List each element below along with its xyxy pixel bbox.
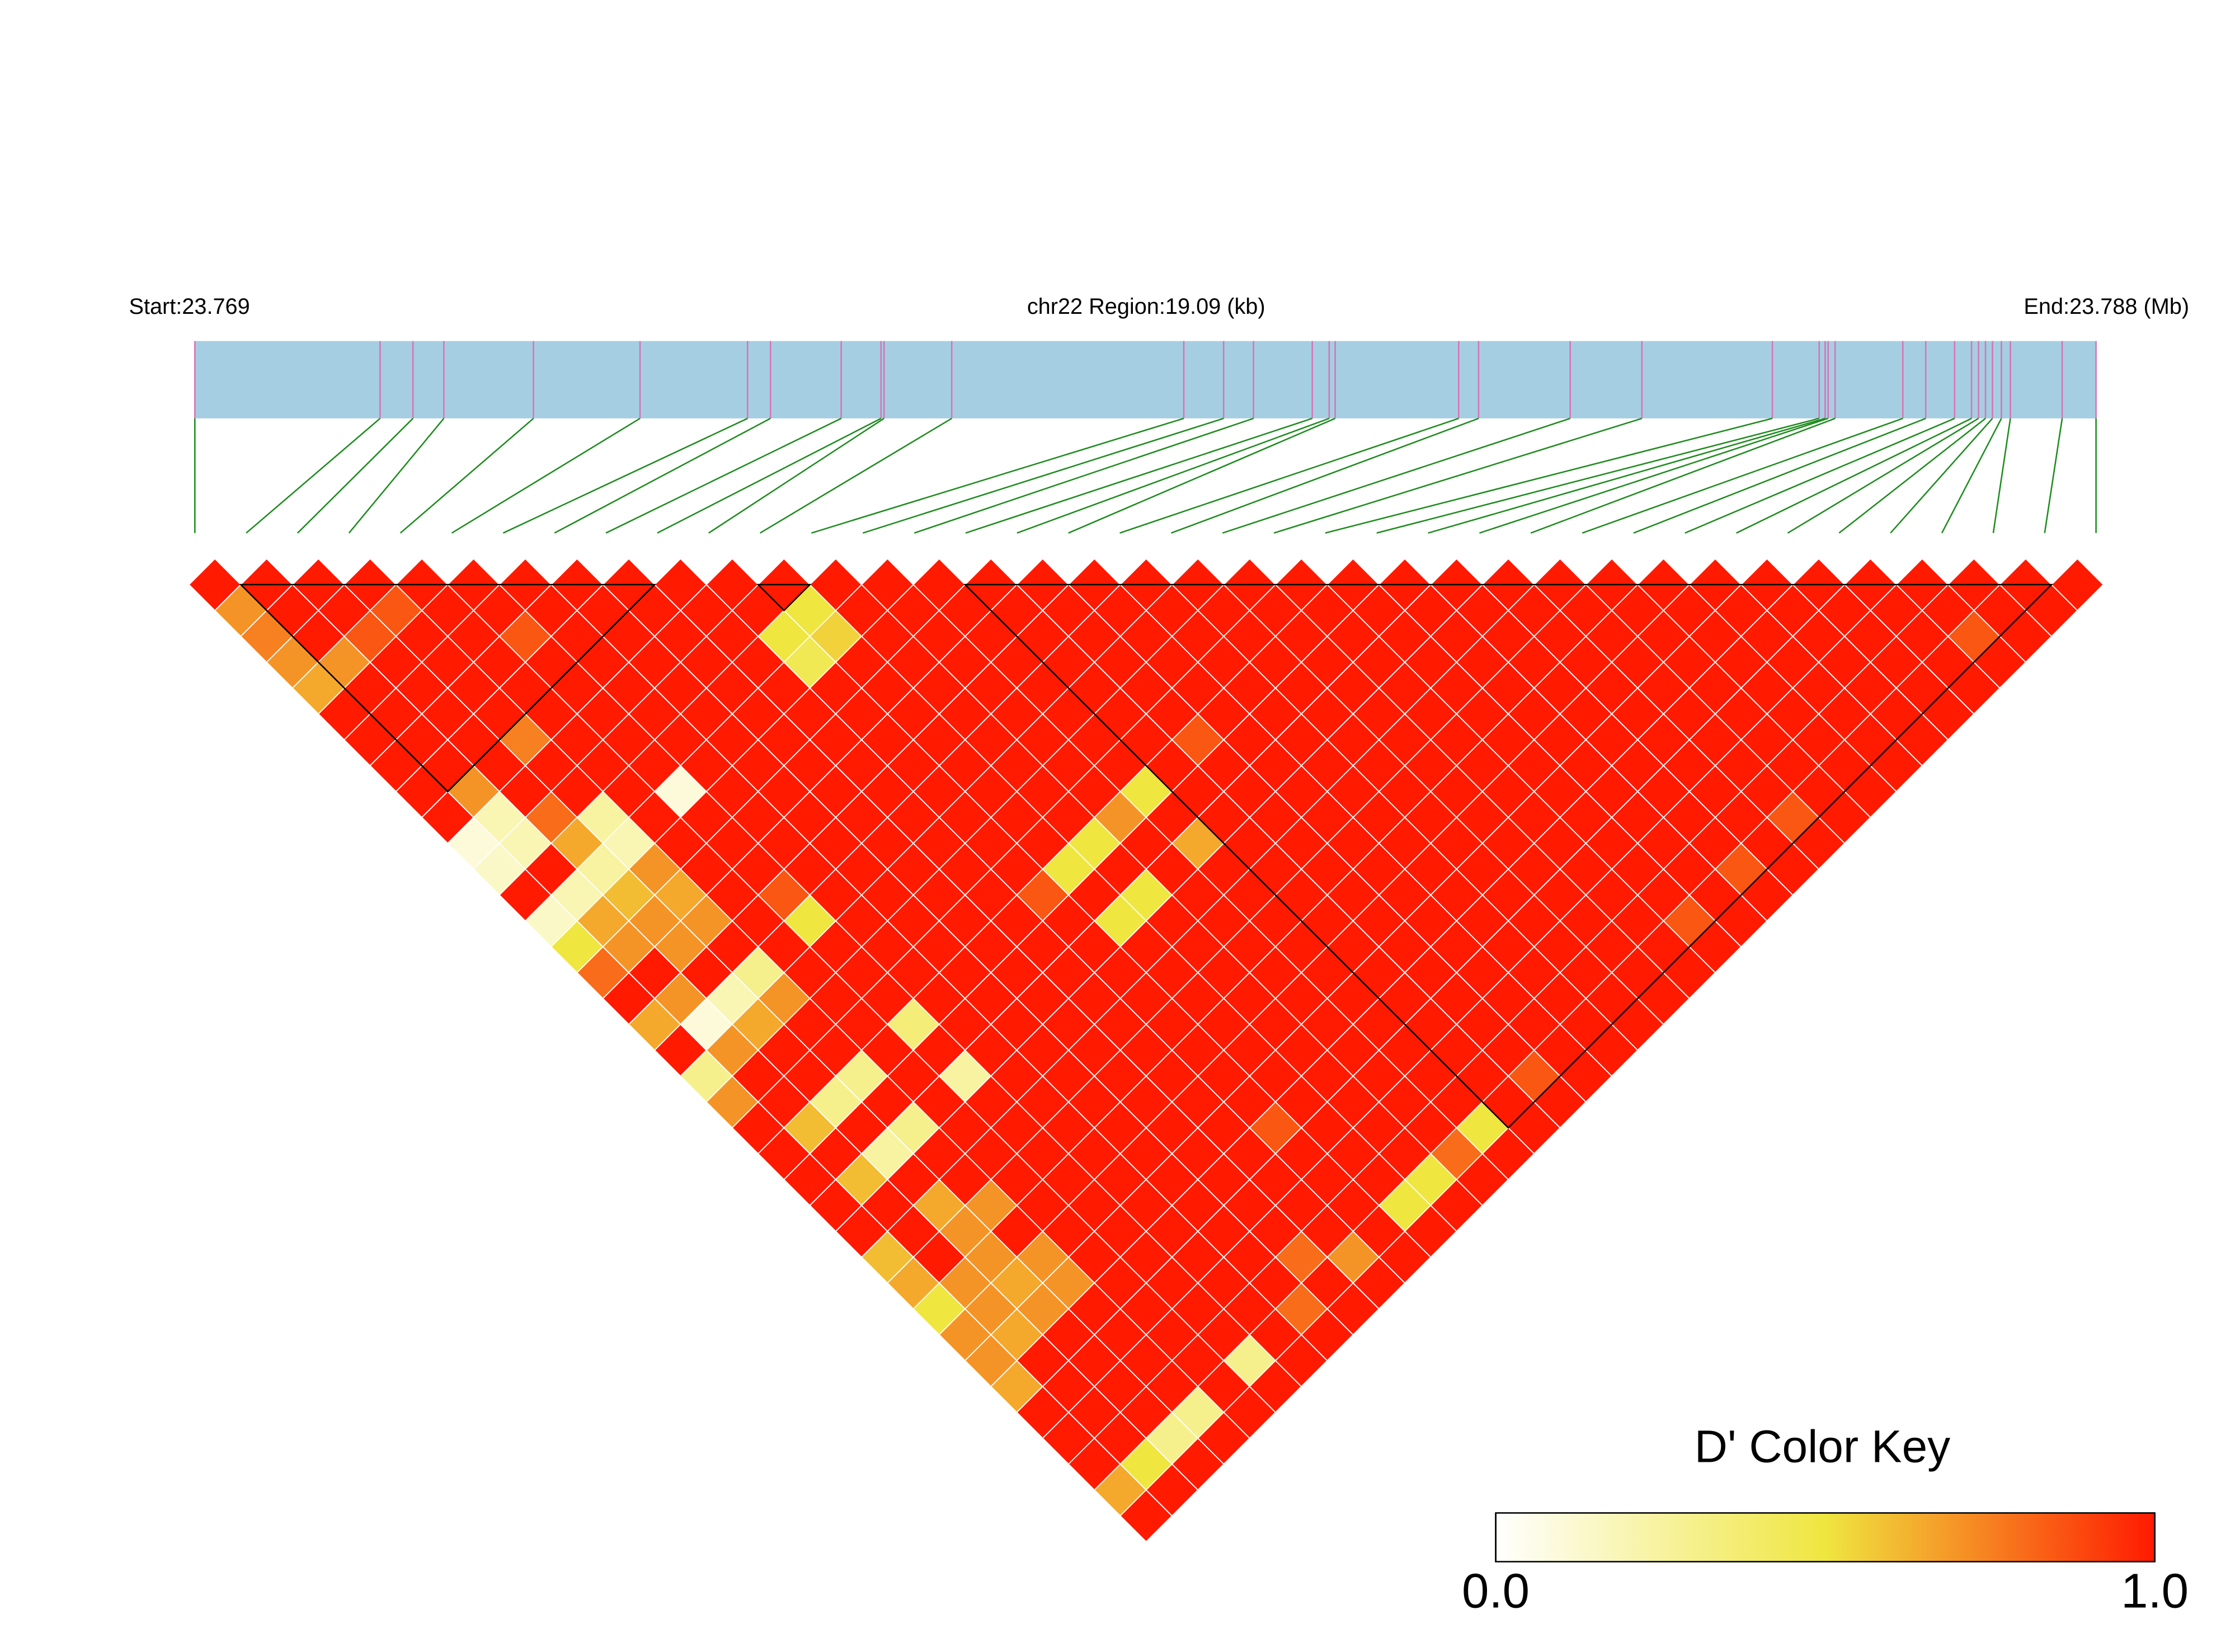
- region-bar: [195, 341, 2096, 418]
- snp-connector: [297, 418, 414, 534]
- snp-connector: [1376, 417, 1820, 534]
- snp-connector: [657, 417, 882, 534]
- ld-cell: [2050, 558, 2104, 611]
- snp-connector: [759, 417, 952, 534]
- snp-connector: [1838, 417, 1986, 534]
- snp-connector: [1992, 418, 2011, 533]
- snp-connector: [965, 417, 1313, 534]
- snp-connector: [1941, 418, 2002, 534]
- snp-connector: [1273, 417, 1643, 534]
- ld-block: [756, 583, 812, 612]
- snp-connector: [246, 417, 381, 534]
- ld-block: [963, 583, 2054, 1129]
- color-key-tick-label: 1.0: [2121, 1564, 2189, 1618]
- snp-connector: [811, 417, 1184, 534]
- heatmap: [188, 558, 2104, 1543]
- snp-connector: [708, 417, 884, 534]
- snp-connector: [605, 417, 842, 534]
- snp-connector: [914, 417, 1254, 534]
- snp-connector: [1068, 417, 1336, 534]
- snp-connector: [451, 417, 641, 534]
- color-key-tick-label: 0.0: [1462, 1564, 1530, 1618]
- snp-connector: [1428, 417, 1825, 534]
- snp-connector: [1787, 417, 1979, 534]
- snp-connector: [1170, 417, 1479, 534]
- snp-connector: [1582, 417, 1903, 534]
- snp-connector: [399, 417, 534, 534]
- chart-title: chr22 Region:19.09 (kb): [1027, 294, 1265, 319]
- snp-connector: [862, 417, 1224, 534]
- snp-connector: [1119, 417, 1459, 534]
- snp-connector: [1530, 417, 1836, 534]
- snp-connector: [1685, 417, 1955, 534]
- snp-connector: [348, 418, 445, 534]
- snp-connector: [1479, 417, 1829, 534]
- snp-connector: [1017, 417, 1330, 534]
- snp-connector: [1736, 417, 1972, 534]
- snp-connector: [2044, 418, 2063, 533]
- snp-connector: [502, 417, 748, 534]
- color-key: [1495, 1512, 2156, 1562]
- snp-connector: [1890, 418, 1993, 534]
- snp-connector: [554, 417, 771, 534]
- color-key-title: D' Color Key: [1695, 1421, 1950, 1472]
- snp-connector: [1633, 417, 1926, 534]
- end-label: End:23.788 (Mb): [2024, 294, 2189, 319]
- ld-block: [239, 583, 657, 793]
- start-label: Start:23.769: [129, 294, 250, 319]
- snp-connector: [1325, 417, 1773, 534]
- snp-connector: [1222, 417, 1571, 534]
